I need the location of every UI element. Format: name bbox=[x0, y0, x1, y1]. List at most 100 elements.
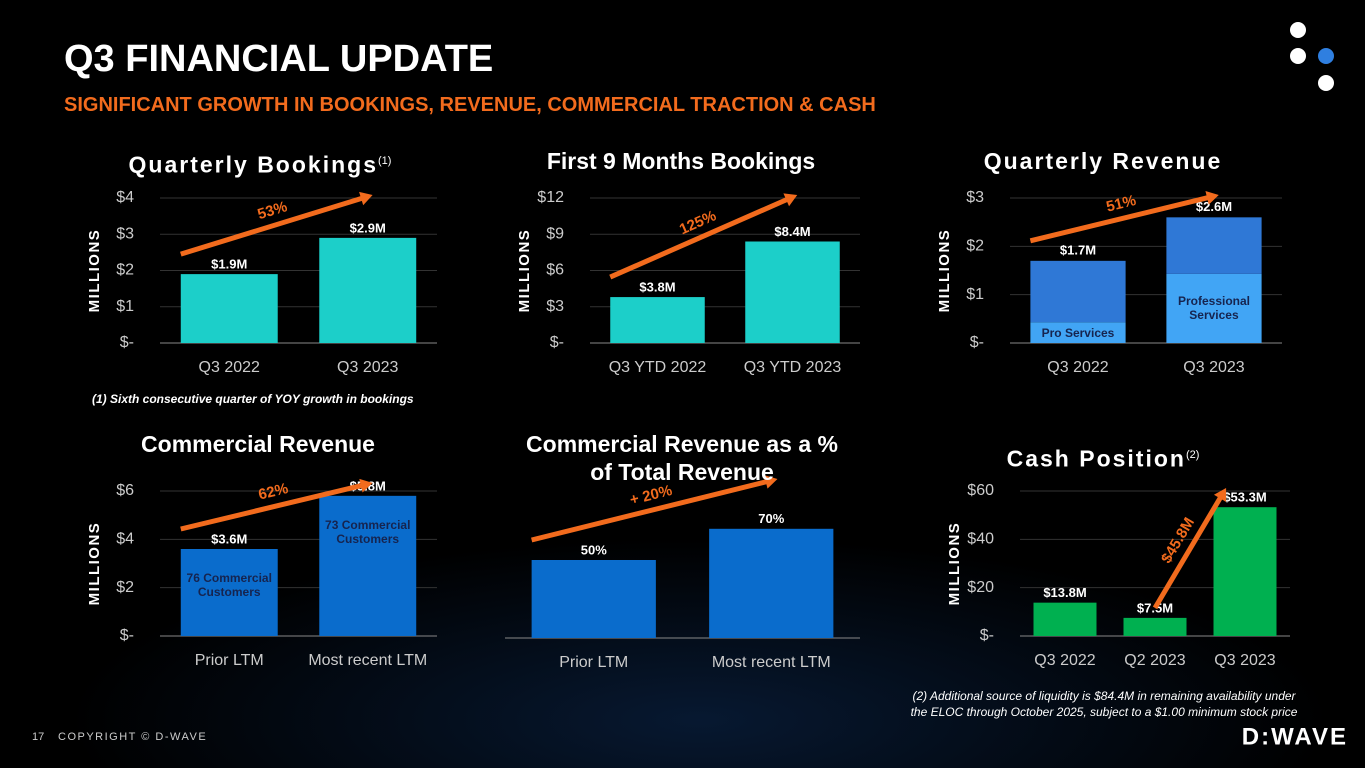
arrow-head bbox=[359, 478, 373, 493]
chart-title: Cash Position(2) bbox=[933, 441, 1273, 473]
y-axis-label: MILLIONS bbox=[516, 229, 533, 313]
copyright: COPYRIGHT © D-WAVE bbox=[58, 731, 207, 743]
bar-segment bbox=[1166, 217, 1262, 274]
growth-label: 62% bbox=[257, 480, 290, 504]
logo: D:WAVE bbox=[1242, 723, 1348, 750]
bar-segment bbox=[1166, 273, 1262, 343]
title-note: (2) bbox=[1185, 449, 1200, 461]
y-tick-label: $- bbox=[120, 627, 134, 644]
x-tick-label: Q3 2023 bbox=[337, 359, 398, 376]
y-tick-label: $1 bbox=[966, 286, 984, 303]
x-tick-label: Most recent LTM bbox=[712, 654, 831, 671]
x-tick-label: Prior LTM bbox=[195, 652, 264, 669]
y-tick-label: $9 bbox=[546, 225, 564, 242]
arrow-head bbox=[359, 191, 373, 206]
y-tick-label: $1 bbox=[116, 298, 134, 315]
x-tick-label: Q3 2023 bbox=[1183, 359, 1244, 376]
bar-note: 73 Commercial Customers bbox=[325, 517, 411, 546]
bar bbox=[709, 528, 834, 638]
chart-title-text: Quarterly Bookings bbox=[128, 151, 378, 178]
value-label: $13.8M bbox=[1043, 585, 1086, 600]
y-tick-label: $3 bbox=[546, 298, 564, 315]
value-label: $1.9M bbox=[211, 257, 247, 272]
footnote: (2) Additional source of liquidity is $8… bbox=[910, 689, 1298, 719]
x-tick-label: Q3 YTD 2023 bbox=[744, 359, 842, 376]
growth-arrow bbox=[1152, 492, 1225, 610]
bar bbox=[319, 237, 417, 343]
y-tick-label: $60 bbox=[967, 482, 994, 499]
slide-subtitle: SIGNIFICANT GROWTH IN BOOKINGS, REVENUE,… bbox=[64, 94, 876, 116]
bar-segment bbox=[1030, 260, 1126, 323]
y-tick-label: $20 bbox=[967, 579, 994, 596]
chart-title-text: Cash Position bbox=[1006, 445, 1186, 472]
value-label: $2.9M bbox=[350, 220, 386, 235]
chart-title: Commercial Revenue bbox=[93, 430, 423, 458]
x-tick-label: Q3 2022 bbox=[1047, 359, 1108, 376]
arrow-head bbox=[1213, 488, 1227, 502]
y-tick-label: $6 bbox=[116, 482, 134, 499]
value-label: $3.8M bbox=[639, 280, 675, 295]
x-tick-label: Q3 2023 bbox=[1214, 652, 1275, 669]
chart-title: Commercial Revenue as a % of Total Reven… bbox=[512, 430, 852, 486]
y-tick-label: $- bbox=[120, 334, 134, 351]
value-label: $53.3M bbox=[1223, 490, 1266, 505]
y-tick-label: $- bbox=[980, 627, 994, 644]
x-tick-label: Q2 2023 bbox=[1124, 652, 1185, 669]
x-tick-label: Q3 2022 bbox=[1034, 652, 1095, 669]
logo-dot bbox=[1290, 48, 1306, 64]
chart-title: Quarterly Bookings(1) bbox=[95, 147, 425, 179]
y-tick-label: $- bbox=[550, 334, 564, 351]
bar-segment bbox=[1030, 322, 1126, 343]
title-note: (1) bbox=[377, 155, 392, 167]
slide-title: Q3 FINANCIAL UPDATE bbox=[64, 38, 494, 80]
arrow-head bbox=[764, 475, 778, 489]
bar bbox=[1123, 617, 1187, 636]
value-label: $8.4M bbox=[774, 224, 810, 239]
bar bbox=[319, 495, 417, 636]
y-axis-label: MILLIONS bbox=[936, 229, 953, 313]
y-tick-label: $3 bbox=[116, 225, 134, 242]
bar bbox=[610, 297, 705, 343]
y-tick-label: $3 bbox=[966, 189, 984, 206]
chart-title-text: Quarterly Revenue bbox=[983, 148, 1223, 174]
value-label: 50% bbox=[581, 542, 607, 557]
growth-arrow bbox=[609, 195, 792, 280]
segment-label: Pro Services bbox=[1041, 325, 1115, 340]
page-number: 17 bbox=[32, 731, 44, 743]
segment-label: Professional Services bbox=[1177, 294, 1250, 323]
chart-title: First 9 Months Bookings bbox=[511, 147, 851, 175]
y-tick-label: $4 bbox=[116, 531, 134, 548]
y-tick-label: $2 bbox=[116, 579, 134, 596]
y-axis-label: MILLIONS bbox=[86, 229, 103, 313]
bar-note: 76 Commercial Customers bbox=[186, 571, 272, 599]
y-axis-label: MILLIONS bbox=[86, 522, 103, 606]
value-label: 70% bbox=[758, 511, 784, 526]
x-tick-label: Most recent LTM bbox=[308, 652, 427, 669]
logo-dot bbox=[1290, 22, 1306, 38]
bar bbox=[531, 560, 656, 638]
y-tick-label: $4 bbox=[116, 189, 134, 206]
footnote: (1) Sixth consecutive quarter of YOY gro… bbox=[92, 392, 414, 406]
x-tick-label: Q3 YTD 2022 bbox=[609, 359, 707, 376]
growth-label: 53% bbox=[256, 198, 290, 223]
y-tick-label: $6 bbox=[546, 262, 564, 279]
bar bbox=[180, 274, 278, 343]
chart-title-text: First 9 Months Bookings bbox=[546, 148, 816, 174]
logo-dot bbox=[1318, 75, 1334, 91]
arrow-head bbox=[783, 193, 798, 207]
growth-label: 51% bbox=[1105, 192, 1138, 216]
y-tick-label: $2 bbox=[966, 238, 984, 255]
bar bbox=[745, 241, 840, 343]
y-axis-label: MILLIONS bbox=[946, 522, 963, 606]
value-label: $3.6M bbox=[211, 531, 247, 546]
y-tick-label: $40 bbox=[967, 531, 994, 548]
growth-arrow bbox=[1029, 194, 1213, 244]
y-tick-label: $12 bbox=[537, 189, 564, 206]
growth-arrow bbox=[180, 194, 367, 257]
growth-arrow bbox=[531, 478, 772, 543]
growth-arrow bbox=[180, 482, 367, 532]
arrow-head bbox=[1205, 191, 1219, 205]
total-label: $1.7M bbox=[1060, 242, 1096, 257]
